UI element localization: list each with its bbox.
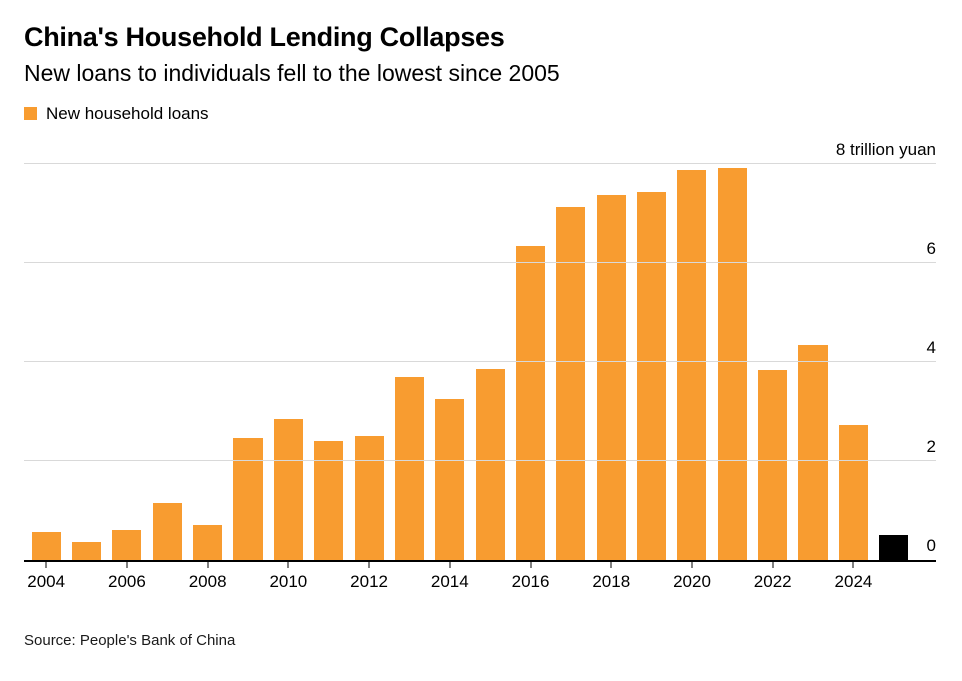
x-axis-label-2010: 2010 bbox=[269, 571, 308, 591]
bar-slot bbox=[551, 164, 591, 560]
x-axis-tick-2006 bbox=[126, 561, 128, 568]
y-axis-label-8: 8 trillion yuan bbox=[835, 139, 936, 159]
bar-2022 bbox=[758, 370, 788, 560]
gridline-2 bbox=[24, 459, 936, 461]
y-axis-label-6: 6 bbox=[926, 238, 936, 258]
x-axis-label-2022: 2022 bbox=[753, 571, 792, 591]
bar-2016 bbox=[515, 246, 546, 560]
bar-2013 bbox=[394, 376, 424, 560]
bar-slot bbox=[631, 164, 671, 560]
bar-2021 bbox=[717, 167, 747, 560]
bar-slot bbox=[147, 164, 187, 560]
x-axis-label-2014: 2014 bbox=[430, 571, 469, 591]
x-axis-label-2012: 2012 bbox=[350, 571, 388, 591]
bar-slot bbox=[874, 164, 914, 560]
legend: New household loans bbox=[24, 104, 936, 124]
bar-2010 bbox=[273, 418, 303, 560]
bar-2015 bbox=[475, 369, 505, 560]
bar-slot bbox=[268, 164, 308, 560]
bar-slot bbox=[187, 164, 227, 560]
bar-2019 bbox=[637, 191, 667, 560]
bar-2018 bbox=[596, 195, 626, 560]
bar-slot bbox=[389, 164, 429, 560]
x-axis-tick-2004 bbox=[45, 561, 47, 568]
y-axis-label-2: 2 bbox=[926, 436, 936, 456]
plot-area: 0 2 4 6 8 trillion yuan bbox=[24, 141, 936, 562]
bar-2023 bbox=[798, 345, 828, 560]
x-axis-tick-2008 bbox=[207, 561, 209, 568]
x-axis-label-2016: 2016 bbox=[511, 571, 550, 591]
bar-slot bbox=[66, 164, 106, 560]
x-axis-tick-2018 bbox=[610, 561, 612, 568]
legend-swatch-icon bbox=[24, 107, 37, 121]
bar-2009 bbox=[233, 438, 263, 560]
bar-slot bbox=[752, 164, 792, 560]
bar-2014 bbox=[435, 398, 465, 560]
bar-slot bbox=[349, 164, 389, 560]
bar-2007 bbox=[152, 502, 182, 560]
x-axis-label-2008: 2008 bbox=[188, 571, 227, 591]
bar-slot bbox=[510, 164, 550, 560]
y-axis-label-0: 0 bbox=[926, 535, 936, 555]
x-axis-label-2020: 2020 bbox=[673, 571, 711, 591]
x-axis-tick-2020 bbox=[691, 561, 693, 568]
legend-label: New household loans bbox=[46, 103, 209, 123]
gridline-8 bbox=[24, 162, 936, 164]
bar-slot bbox=[26, 164, 66, 560]
x-axis-tick-2014 bbox=[449, 561, 451, 568]
gridline-4 bbox=[24, 360, 936, 362]
bar-2011 bbox=[314, 440, 344, 560]
bar-2024 bbox=[838, 425, 868, 560]
bar-slot bbox=[591, 164, 631, 560]
x-axis-tick-2012 bbox=[368, 561, 370, 568]
x-axis-tick-2024 bbox=[852, 561, 854, 568]
x-axis-tick-2016 bbox=[530, 561, 532, 568]
bar-2006 bbox=[112, 529, 142, 560]
x-axis-tick-2022 bbox=[772, 561, 774, 568]
bars bbox=[26, 164, 914, 560]
x-axis-tick-2010 bbox=[287, 561, 289, 568]
bar-2012 bbox=[354, 435, 384, 560]
bar-slot bbox=[833, 164, 873, 560]
bar-slot bbox=[712, 164, 752, 560]
bar-chart: 0 2 4 6 8 trillion yuan 2004 2006 2008 2010 2012… bbox=[24, 141, 936, 598]
bar-slot bbox=[470, 164, 510, 560]
bar-slot bbox=[107, 164, 147, 560]
x-axis-label-2004: 2004 bbox=[27, 571, 66, 591]
x-axis-label-2024: 2024 bbox=[834, 571, 873, 591]
bar-2004 bbox=[31, 532, 61, 560]
x-axis-label-2006: 2006 bbox=[107, 571, 146, 591]
bar-2020 bbox=[677, 170, 707, 560]
x-axis: 2004 2006 2008 2010 2012 2014 2016 2018 2020 2022… bbox=[26, 561, 914, 598]
gridline-6 bbox=[24, 261, 936, 263]
bar-2005 bbox=[72, 542, 102, 560]
bar-slot bbox=[672, 164, 712, 560]
chart-title: China's Household Lending Collapses bbox=[24, 22, 505, 52]
chart-subtitle: New loans to individuals fell to the low… bbox=[24, 60, 560, 87]
bar-slot bbox=[228, 164, 268, 560]
source-text: Source: People's Bank of China bbox=[24, 631, 236, 649]
bar-slot bbox=[309, 164, 349, 560]
y-axis-label-4: 4 bbox=[926, 337, 936, 357]
bar-2025 bbox=[879, 534, 909, 560]
bar-slot bbox=[793, 164, 833, 560]
bar-slot bbox=[430, 164, 470, 560]
bar-2008 bbox=[193, 525, 223, 560]
bar-2017 bbox=[556, 206, 586, 560]
x-axis-label-2018: 2018 bbox=[592, 571, 631, 591]
